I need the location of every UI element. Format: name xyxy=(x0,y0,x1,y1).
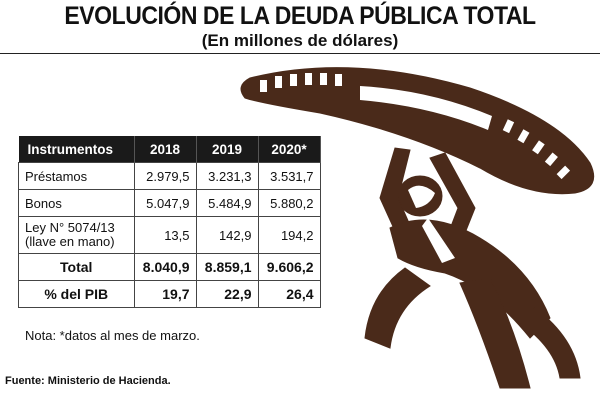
coin-notch xyxy=(517,129,530,144)
title-divider xyxy=(0,53,600,54)
source-credit: Fuente: Ministerio de Hacienda. xyxy=(5,375,171,387)
table-row: Ley N° 5074/13 (llave en mano) 13,5 142,9… xyxy=(18,216,321,254)
coin-notch xyxy=(335,74,342,86)
row-label: Total xyxy=(18,253,135,281)
row-label-line1: Ley N° 5074/13 xyxy=(25,220,115,235)
coin-notch xyxy=(260,80,267,92)
row-label: Bonos xyxy=(18,189,135,217)
table-row-pib: % del PIB 19,7 22,9 26,4 xyxy=(18,280,321,308)
man-right-leg xyxy=(459,277,531,389)
cell-value: 22,9 xyxy=(195,280,259,308)
coin-notch xyxy=(502,119,515,134)
man-carrying-coin-illustration xyxy=(240,67,595,389)
column-header-2020: 2020* xyxy=(258,136,321,163)
coin-notch xyxy=(290,74,297,86)
cell-value: 5.880,2 xyxy=(257,189,321,217)
cell-value: 26,4 xyxy=(257,280,321,308)
coin-notch xyxy=(305,73,312,85)
table-row: Bonos 5.047,9 5.484,9 5.880,2 xyxy=(18,189,321,217)
table-note: Nota: *datos al mes de marzo. xyxy=(25,328,200,343)
debt-table: Instrumentos 2018 2019 2020* Préstamos 2… xyxy=(18,136,321,308)
cell-value: 194,2 xyxy=(257,216,321,254)
row-label: % del PIB xyxy=(18,280,135,308)
cell-value: 142,9 xyxy=(195,216,259,254)
coin-notch xyxy=(532,140,545,155)
table-row-total: Total 8.040,9 8.859,1 9.606,2 xyxy=(18,253,321,281)
cell-value: 3.531,7 xyxy=(257,162,321,190)
cell-value: 5.047,9 xyxy=(133,189,197,217)
man-face xyxy=(408,185,435,208)
cell-value: 3.231,3 xyxy=(195,162,259,190)
cell-value: 9.606,2 xyxy=(257,253,321,281)
coin-notch xyxy=(275,76,282,88)
row-label-line2: (llave en mano) xyxy=(25,234,115,249)
table-row: Préstamos 2.979,5 3.231,3 3.531,7 xyxy=(18,162,321,190)
cell-value: 13,5 xyxy=(133,216,197,254)
coin-band xyxy=(360,86,492,130)
table-header-row: Instrumentos 2018 2019 2020* xyxy=(18,136,321,163)
man-torso xyxy=(389,219,551,339)
man-back-leg xyxy=(519,307,581,379)
row-label: Préstamos xyxy=(18,162,135,190)
cell-value: 19,7 xyxy=(133,280,197,308)
cell-value: 8.859,1 xyxy=(195,253,259,281)
cell-value: 8.040,9 xyxy=(133,253,197,281)
column-header-instrumentos: Instrumentos xyxy=(18,136,135,163)
column-header-2019: 2019 xyxy=(196,136,259,163)
row-label: Ley N° 5074/13 (llave en mano) xyxy=(18,216,135,254)
coin-notch xyxy=(320,73,327,85)
column-header-2018: 2018 xyxy=(134,136,197,163)
infographic-subtitle: (En millones de dólares) xyxy=(201,31,399,50)
coin-shape xyxy=(240,67,595,195)
man-shirt xyxy=(422,218,455,263)
infographic-title: EVOLUCIÓN DE LA DEUDA PÚBLICA TOTAL xyxy=(64,2,536,30)
cell-value: 2.979,5 xyxy=(133,162,197,190)
cell-value: 5.484,9 xyxy=(195,189,259,217)
coin-notch xyxy=(556,165,571,180)
man-left-leg xyxy=(364,267,431,349)
coin-notch xyxy=(544,152,558,167)
